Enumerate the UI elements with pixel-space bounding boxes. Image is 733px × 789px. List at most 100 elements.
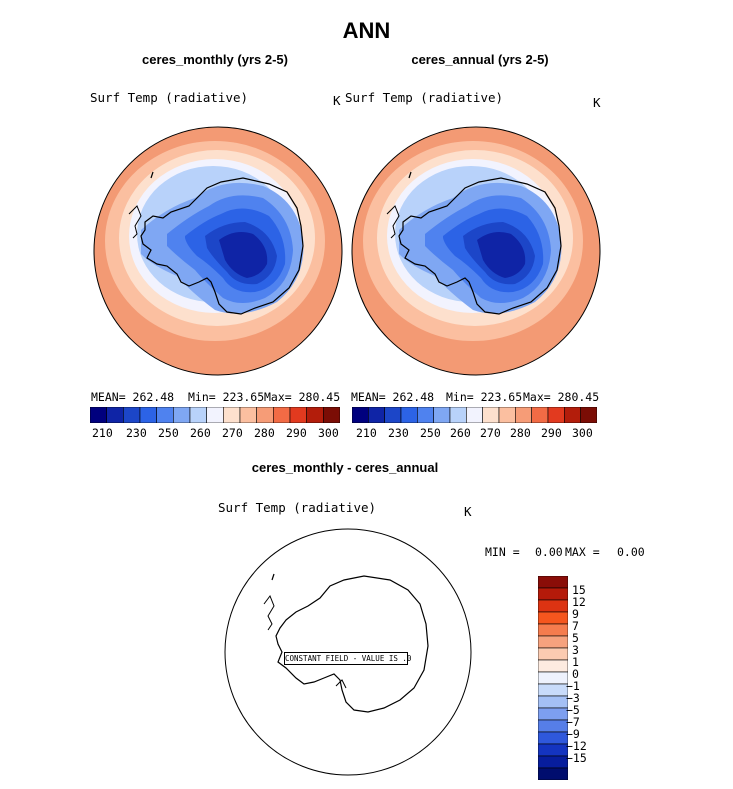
diff-colorbar-swatch: [538, 576, 568, 589]
panel-2-colorbar: [352, 407, 597, 423]
colorbar-swatch: [449, 407, 467, 423]
cbd-tick: 1: [572, 655, 579, 669]
diff-colorbar-swatch: [538, 683, 568, 697]
cb1-tick: 230: [126, 426, 147, 440]
cbd-tick: 5: [572, 631, 579, 645]
colorbar-swatch: [482, 407, 500, 423]
colorbar-swatch: [323, 407, 340, 423]
cb1-tick: 290: [286, 426, 307, 440]
cb2-tick: 260: [450, 426, 471, 440]
diff-colorbar-swatch: [538, 743, 568, 757]
diff-colorbar-swatch: [538, 587, 568, 601]
colorbar-swatch: [580, 407, 597, 423]
cbd-tick: 0: [572, 667, 579, 681]
panel-1-min: Min= 223.65: [188, 390, 265, 404]
panel-1-colorbar: [90, 407, 340, 423]
diff-colorbar: [538, 576, 568, 780]
diff-colorbar-swatch: [538, 755, 568, 769]
cbd-tick: 9: [572, 607, 579, 621]
panel-2-mean: MEAN= 262.48: [351, 390, 435, 404]
diff-colorbar-swatch: [538, 767, 568, 780]
colorbar-swatch: [417, 407, 434, 423]
diff-colorbar-swatch: [538, 707, 568, 721]
panel-1-colorbar-labels: 210 230 250 260 270 280 290 300: [90, 426, 340, 440]
panel-1-mean: MEAN= 262.48: [91, 390, 175, 404]
page-title: ANN: [342, 18, 391, 43]
colorbar-swatch: [384, 407, 402, 423]
panel-1-title: ceres_monthly (yrs 2-5): [142, 52, 288, 67]
cb1-tick: 300: [318, 426, 339, 440]
cb2-tick: 230: [388, 426, 409, 440]
colorbar-swatch: [106, 407, 124, 423]
diff-colorbar-swatch: [538, 659, 568, 673]
diff-panel-title: ceres_monthly - ceres_annual: [251, 460, 439, 475]
cbd-tick: −9: [566, 727, 580, 741]
diff-panel-variable: Surf Temp (radiative): [218, 500, 377, 515]
constant-field-note: CONSTANT FIELD - VALUE IS .0: [284, 652, 412, 665]
colorbar-swatch: [352, 407, 369, 423]
cbd-tick: −12: [566, 739, 587, 753]
cbd-tick: 12: [572, 595, 586, 609]
panel-2-title: ceres_annual (yrs 2-5): [411, 52, 549, 67]
panel-1-units: K: [333, 93, 341, 108]
colorbar-swatch: [466, 407, 483, 423]
cb2-tick: 280: [510, 426, 531, 440]
cbd-tick: −1: [566, 679, 580, 693]
panel-1-variable: Surf Temp (radiative): [90, 90, 249, 105]
panel-2-units: K: [593, 95, 601, 110]
colorbar-swatch: [256, 407, 274, 423]
colorbar-swatch: [306, 407, 324, 423]
colorbar-swatch: [400, 407, 418, 423]
panel-1-max: Max= 280.45: [264, 390, 341, 404]
diff-max-label: MAX =: [565, 545, 600, 559]
cbd-tick: −5: [566, 703, 580, 717]
diff-min-label: MIN =: [485, 545, 520, 559]
cb1-tick: 260: [190, 426, 211, 440]
colorbar-swatch: [156, 407, 174, 423]
diff-colorbar-swatch: [538, 695, 568, 709]
colorbar-swatch: [239, 407, 257, 423]
diff-colorbar-swatch: [538, 635, 568, 649]
panel-2-colorbar-labels: 210 230 250 260 270 280 290 300: [352, 426, 602, 440]
diff-colorbar-swatch: [538, 731, 568, 745]
panel-2-min: Min= 223.65: [446, 390, 523, 404]
colorbar-swatch: [273, 407, 291, 423]
cb1-tick: 210: [92, 426, 113, 440]
cbd-tick: 7: [572, 619, 579, 633]
colorbar-swatch: [433, 407, 451, 423]
colorbar-swatch: [368, 407, 385, 423]
panel-2-max: Max= 280.45: [523, 390, 600, 404]
cb2-tick: 250: [420, 426, 441, 440]
colorbar-swatch: [564, 407, 581, 423]
cbd-tick: 15: [572, 583, 586, 597]
colorbar-swatch: [206, 407, 224, 423]
colorbar-swatch: [173, 407, 191, 423]
colorbar-swatch: [90, 407, 107, 423]
panel-1-map: [93, 126, 343, 376]
diff-min-value: 0.00: [535, 545, 563, 559]
diff-colorbar-swatch: [538, 671, 568, 685]
colorbar-swatch: [531, 407, 549, 423]
diff-colorbar-swatch: [538, 719, 568, 733]
cb1-tick: 280: [254, 426, 275, 440]
diff-colorbar-labels: 15 12 9 7 5 3 1 0 −1 −3 −5 −7 −9 −12 −15: [566, 576, 612, 780]
diff-colorbar-swatch: [538, 599, 568, 613]
colorbar-swatch: [189, 407, 207, 423]
colorbar-swatch: [223, 407, 241, 423]
cb2-tick: 270: [480, 426, 501, 440]
diff-max-value: 0.00: [617, 545, 645, 559]
diff-colorbar-swatch: [538, 647, 568, 661]
diff-panel-units: K: [464, 504, 472, 519]
colorbar-swatch: [547, 407, 565, 423]
cbd-tick: 3: [572, 643, 579, 657]
colorbar-swatch: [139, 407, 157, 423]
cb1-tick: 250: [158, 426, 179, 440]
colorbar-swatch: [515, 407, 532, 423]
cbd-tick: −7: [566, 715, 580, 729]
cbd-tick: −3: [566, 691, 580, 705]
cbd-tick: −15: [566, 751, 587, 765]
cb1-tick: 270: [222, 426, 243, 440]
panel-2-variable: Surf Temp (radiative): [345, 90, 504, 105]
cb2-tick: 290: [541, 426, 562, 440]
diff-colorbar-swatch: [538, 611, 568, 625]
